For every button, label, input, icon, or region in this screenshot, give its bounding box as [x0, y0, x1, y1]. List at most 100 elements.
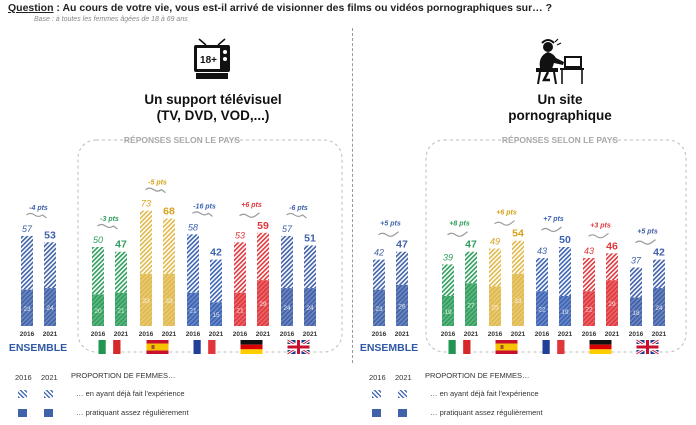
regular-label-0-5-0: 24 [283, 305, 291, 312]
panel-title-tv-line2: (TV, DVD, VOD,...) [156, 108, 270, 123]
legend2-swatch-light-2021 [398, 390, 407, 398]
year-tick-1-2-0: 2016 [488, 331, 503, 338]
value-label-0-5-0: 57 [282, 224, 293, 234]
year-tick-0-2-1: 2021 [162, 331, 177, 338]
responses-label-bg-1 [510, 135, 610, 145]
bar-experience-0-3-1 [210, 259, 222, 303]
value-label-0-1-0: 50 [93, 235, 103, 245]
legend-swatch-light-2016 [18, 390, 27, 398]
value-label-0-3-1: 42 [210, 247, 222, 259]
france-flag-icon-1 [542, 340, 565, 354]
panel-divider [352, 28, 353, 363]
change-label-1-0: +5 pts [380, 221, 401, 228]
bar-experience-1-5-1 [653, 259, 665, 289]
change-arrow-1-3 [541, 226, 562, 233]
value-label-0-3-0: 58 [188, 222, 198, 232]
panel-title-site-line2: pornographique [508, 108, 612, 123]
change-arrow-0-3 [192, 211, 213, 217]
year-tick-1-4-0: 2016 [582, 331, 597, 338]
value-label-0-2-1: 68 [163, 206, 175, 218]
regular-label-0-1-1: 21 [117, 307, 125, 314]
change-label-0-0: -4 pts [29, 205, 48, 212]
legend2-swatch-light-2016 [372, 390, 381, 398]
flag-band [589, 344, 612, 350]
bar-experience-1-5-0 [630, 267, 642, 298]
year-tick-1-1-0: 2016 [441, 331, 456, 338]
regular-label-0-1-0: 20 [94, 308, 102, 315]
flag-band [549, 340, 558, 354]
bar-regular-1-0-0 [373, 289, 385, 326]
flag-emblem [151, 345, 155, 349]
year-tick-1-0-0: 2016 [372, 331, 387, 338]
year-tick-0-3-0: 2016 [186, 331, 201, 338]
change-arrow-0-2 [145, 187, 166, 194]
bar-regular-1-4-1 [606, 280, 618, 326]
year-tick-0-0-1: 2021 [43, 331, 58, 338]
bar-regular-1-3-1 [559, 295, 571, 326]
flag-band [495, 343, 518, 351]
regular-label-1-2-0: 25 [491, 304, 499, 311]
change-arrow-1-0 [378, 231, 399, 237]
value-label-1-4-0: 43 [584, 246, 594, 256]
legend2-item-experience: … en ayant déjà fait l'expérience [430, 389, 539, 398]
flag-cross [636, 345, 659, 349]
bar-regular-1-5-0 [630, 297, 642, 326]
spain-flag-icon-1 [495, 340, 518, 354]
change-label-0-5: -6 pts [289, 205, 308, 212]
bar-experience-0-4-0 [234, 242, 246, 293]
change-label-0-1: -3 pts [100, 216, 119, 223]
flag-band [113, 340, 121, 354]
base-note: Base : à toutes les femmes âgées de 18 à… [34, 16, 188, 23]
flag-band [146, 343, 169, 351]
value-label-0-5-1: 51 [304, 232, 316, 244]
flag-band [105, 340, 114, 354]
bar-regular-1-4-0 [583, 291, 595, 326]
bar-regular-1-1-1 [465, 283, 477, 326]
bar-regular-0-0-0 [21, 289, 33, 326]
bar-regular-0-2-0 [140, 273, 152, 326]
change-label-1-4: +3 pts [590, 222, 611, 229]
regular-label-0-0-0: 23 [23, 306, 31, 313]
responses-label-0: RÉPONSES SELON LE PAYS [124, 135, 241, 145]
year-tick-1-3-0: 2016 [535, 331, 550, 338]
bar-experience-0-0-0 [21, 235, 33, 290]
bar-regular-1-2-0 [489, 286, 501, 326]
value-label-0-0-1: 53 [44, 229, 56, 241]
year-tick-1-0-1: 2021 [395, 331, 410, 338]
legend2-item-regular: … pratiquant assez régulièrement [430, 408, 543, 417]
year-tick-1-4-1: 2021 [605, 331, 620, 338]
bar-regular-1-2-1 [512, 273, 524, 326]
legend-swatch-dark-2021 [44, 409, 53, 417]
regular-label-0-4-0: 21 [236, 307, 244, 314]
bar-experience-0-5-1 [304, 245, 316, 289]
regular-label-1-5-0: 18 [632, 310, 640, 317]
bar-experience-0-4-1 [257, 232, 269, 281]
change-label-1-2: +6 pts [496, 210, 517, 217]
change-label-0-4: +6 pts [241, 202, 262, 209]
question-label: Question [8, 2, 54, 14]
flag-band [542, 340, 550, 354]
bar-experience-1-2-0 [489, 248, 501, 287]
bar-regular-1-1-0 [442, 295, 454, 326]
year-tick-0-2-0: 2016 [139, 331, 154, 338]
year-tick-0-3-1: 2021 [209, 331, 224, 338]
category-label-ensemble-1: ENSEMBLE [360, 342, 418, 354]
regular-label-1-1-0: 19 [444, 309, 452, 316]
value-label-1-3-0: 43 [537, 246, 547, 256]
change-arrow-1-5 [635, 239, 656, 245]
value-label-0-2-0: 73 [141, 199, 151, 209]
legend-year1: 2016 [15, 373, 32, 382]
year-tick-0-5-0: 2016 [280, 331, 295, 338]
germany-flag-icon-0 [240, 340, 263, 354]
regular-label-0-3-0: 21 [189, 307, 197, 314]
bar-regular-0-4-0 [234, 292, 246, 326]
year-tick-1-5-0: 2016 [629, 331, 644, 338]
value-label-1-2-1: 54 [512, 228, 524, 240]
bar-regular-0-0-1 [44, 288, 56, 326]
bar-regular-1-5-1 [653, 288, 665, 326]
woman-at-computer-icon [536, 38, 584, 85]
regular-label-1-1-1: 27 [467, 303, 475, 310]
spain-flag-icon-0 [146, 340, 169, 354]
flag-band [200, 340, 209, 354]
